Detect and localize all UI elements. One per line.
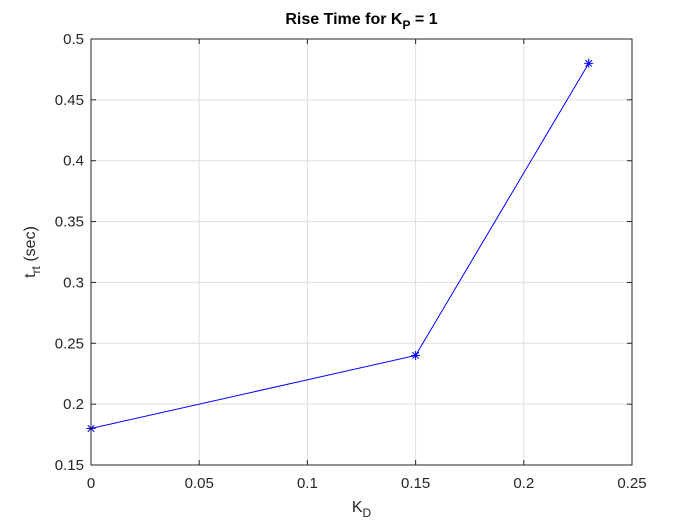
x-axis-label-subscript: D [363,506,372,520]
data-point-marker [411,350,421,360]
axes-box [90,38,633,466]
chart-title-rest: = 1 [410,11,437,28]
x-tick-label: 0.1 [297,475,318,492]
x-tick-label: 0.15 [401,475,430,492]
chart-title-main: Rise Time for K [285,11,403,28]
y-axis-label-main: t [22,273,39,278]
chart-title-subscript: P [402,18,410,32]
chart-title: Rise Time for KP = 1 [285,11,437,32]
y-tick-label: 0.3 [63,274,84,291]
data-point-marker [584,58,594,68]
y-axis-label-rest: (sec) [22,226,39,266]
tick-layer: 0 0.05 0.1 0.15 0.2 0.25 0.15 0.2 0.25 0.3 0.35 0.4… [55,31,647,492]
y-tick-label: 0.35 [55,214,84,231]
y-tick-label: 0.2 [63,396,84,413]
y-tick-label: 0.5 [63,31,84,48]
x-axis-label: KD [352,499,372,520]
x-tick-label: 0 [87,475,95,492]
y-tick-label: 0.25 [55,335,84,352]
y-axis-label: trt (sec) [22,226,43,278]
x-tick-label: 0.05 [185,475,214,492]
x-tick-label: 0.2 [513,475,534,492]
plot-area [91,39,632,465]
y-axis-label-subscript: rt [29,265,43,273]
y-tick-label: 0.15 [55,457,84,474]
x-axis-label-main: K [352,499,363,516]
x-tick-label: 0.25 [617,475,646,492]
y-tick-label: 0.45 [55,92,84,109]
series-layer [86,58,594,433]
y-tick-label: 0.4 [63,153,84,170]
